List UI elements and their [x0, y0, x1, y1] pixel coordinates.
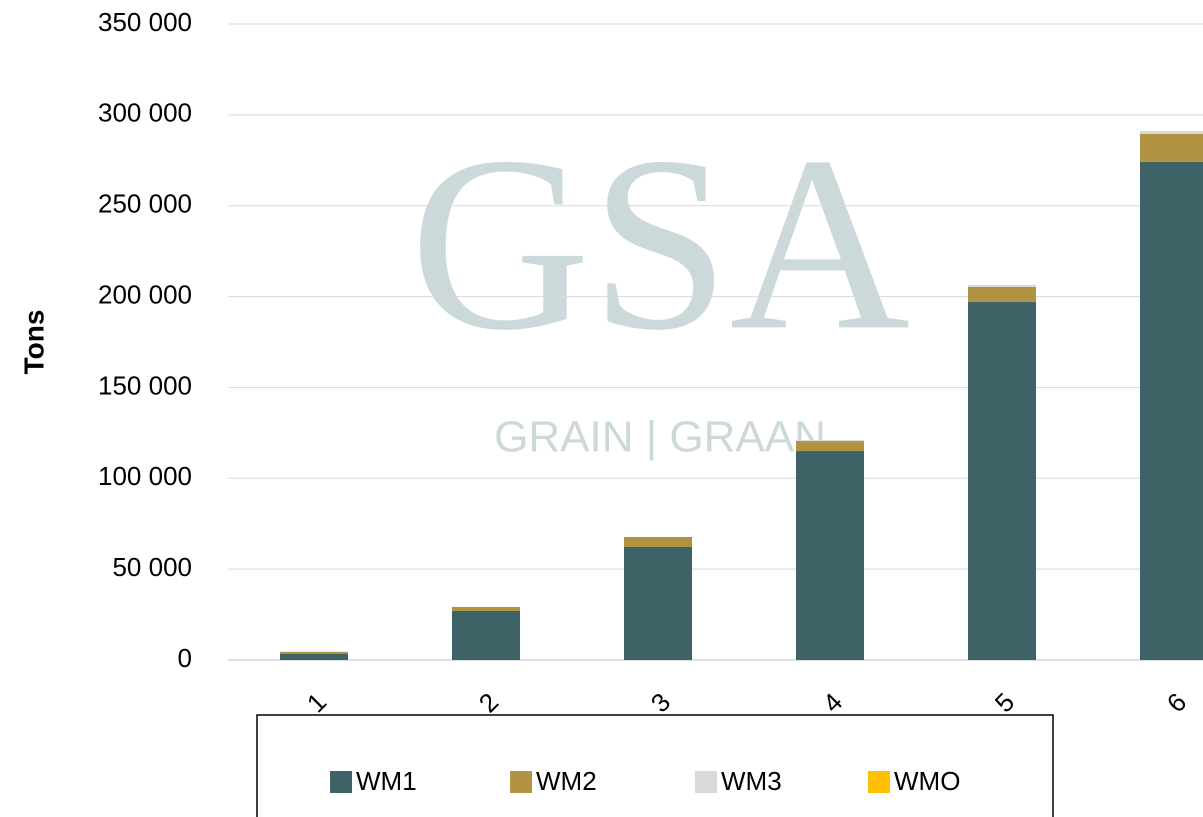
bar-segment — [1140, 131, 1203, 134]
bar-segment — [796, 451, 864, 660]
legend-label: WM1 — [356, 766, 417, 796]
x-tick-label: 6 — [1161, 687, 1192, 718]
bar-segment — [452, 610, 520, 660]
y-tick-label: 50 000 — [112, 552, 192, 582]
y-tick-label: 250 000 — [98, 189, 192, 219]
legend-label: WM2 — [536, 766, 597, 796]
bar-segment — [968, 302, 1036, 660]
legend-label: WMO — [894, 766, 960, 796]
y-tick-label: 0 — [178, 643, 192, 673]
x-tick-label: 3 — [645, 687, 676, 718]
bar-segment — [280, 653, 348, 660]
bar-segment — [452, 606, 520, 611]
y-tick-label: 200 000 — [98, 279, 192, 309]
bar-segment — [1140, 161, 1203, 660]
bar-segment — [624, 546, 692, 660]
x-tick-label: 4 — [817, 687, 848, 718]
y-axis-label: Tons — [18, 310, 49, 375]
watermark-text: GRAIN | GRAAN — [494, 413, 826, 462]
bar-segment — [1140, 133, 1203, 162]
bar-segment — [796, 441, 864, 452]
legend-swatch — [330, 771, 352, 793]
bar-segment — [624, 536, 692, 547]
x-tick-label: 1 — [301, 687, 332, 718]
bar-segment — [796, 440, 864, 442]
y-tick-label: 300 000 — [98, 98, 192, 128]
legend-box — [256, 714, 1054, 817]
watermark: GSA GRAIN | GRAAN — [410, 105, 910, 461]
bar-segment — [968, 284, 1036, 287]
bar-segment — [280, 651, 348, 654]
y-tick-label: 350 000 — [98, 7, 192, 37]
x-tick-label: 5 — [989, 687, 1020, 718]
legend-swatch — [510, 771, 532, 793]
legend-label: WM3 — [721, 766, 782, 796]
y-tick-label: 100 000 — [98, 461, 192, 491]
legend-swatch — [695, 771, 717, 793]
watermark-logo: GSA — [410, 105, 910, 382]
bar-segment — [968, 286, 1036, 303]
legend-swatch — [868, 771, 890, 793]
y-tick-label: 150 000 — [98, 370, 192, 400]
x-tick-label: 2 — [473, 687, 504, 718]
